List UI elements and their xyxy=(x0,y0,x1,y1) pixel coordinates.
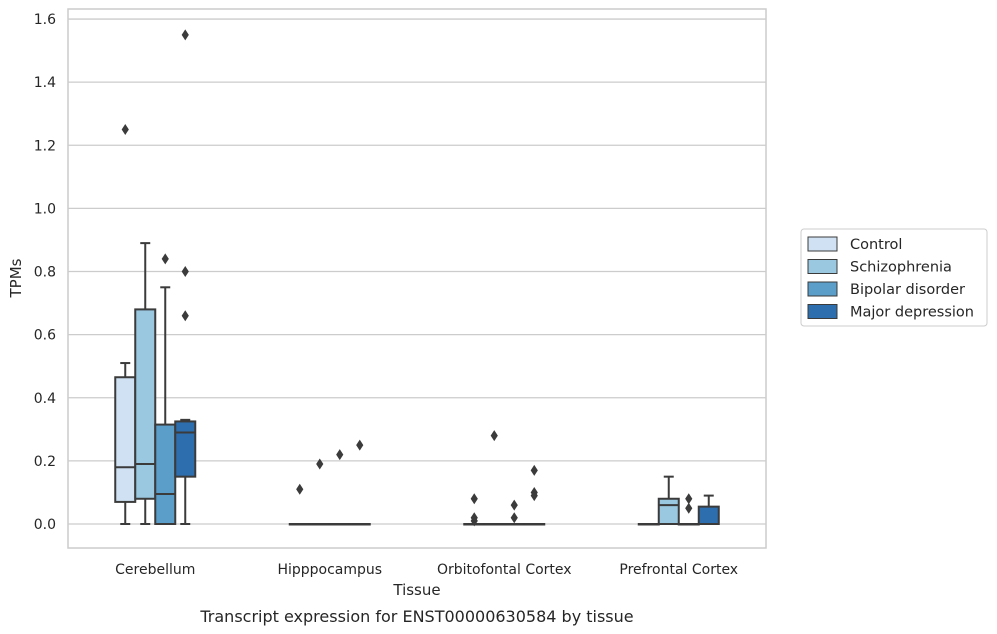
y-ticks: 0.0 0.2 0.4 0.6 0.8 1.0 1.2 1.4 1.6 xyxy=(34,12,56,533)
box-body xyxy=(134,308,157,500)
x-tick-label: Cerebellum xyxy=(115,562,195,578)
box-body xyxy=(114,376,137,503)
outlier-point xyxy=(181,266,189,278)
legend-swatch xyxy=(807,304,838,319)
outlier-point xyxy=(181,29,189,41)
outlier-point xyxy=(161,253,169,265)
legend-label: Schizophrenia xyxy=(850,260,952,276)
x-axis-label: Tissue xyxy=(392,581,440,599)
outlier-point xyxy=(685,493,693,505)
box-body xyxy=(174,420,197,478)
outlier-point xyxy=(530,464,538,476)
box-body xyxy=(657,497,680,526)
box-1-3 xyxy=(657,475,680,526)
x-tick-label: Prefrontal Cortex xyxy=(619,562,738,578)
outlier-point xyxy=(316,458,324,470)
legend-swatch xyxy=(807,236,838,252)
y-tick-label: 1.4 xyxy=(34,75,56,91)
box-3-1 xyxy=(348,439,371,526)
boxes-layer xyxy=(114,29,720,527)
legend-items: Control Schizophrenia Bipolar disorder Majo… xyxy=(807,236,974,321)
y-tick-label: 0.8 xyxy=(34,265,56,281)
box-3-3 xyxy=(697,494,720,525)
outlier-point xyxy=(121,124,129,135)
box-body xyxy=(154,423,177,525)
y-tick-label: 0.6 xyxy=(34,328,56,344)
y-axis-label: TPMs xyxy=(7,258,25,298)
outlier-point xyxy=(296,483,304,495)
legend-frame xyxy=(800,228,988,327)
outlier-point xyxy=(510,512,518,524)
outlier-point xyxy=(490,430,498,442)
y-tick-label: 1.0 xyxy=(34,201,56,217)
outlier-point xyxy=(470,515,478,527)
outlier-point xyxy=(530,490,538,502)
box-0-3 xyxy=(637,523,660,526)
outlier-point xyxy=(510,499,518,511)
box-2-2 xyxy=(503,499,526,526)
legend-swatch xyxy=(807,281,838,297)
y-tick-label: 1.2 xyxy=(34,138,56,154)
chart-caption: Transcript expression for ENST0000063058… xyxy=(199,607,633,626)
legend-label: Major depression xyxy=(850,305,974,321)
box-3-2 xyxy=(523,464,546,526)
legend: Control Schizophrenia Bipolar disorder Majo… xyxy=(800,228,988,327)
legend-label: Control xyxy=(850,237,902,253)
outlier-point xyxy=(470,493,478,505)
plot-frame xyxy=(67,8,767,549)
y-tick-label: 0.4 xyxy=(34,391,56,407)
outlier-point xyxy=(336,449,344,461)
x-tick-label: Orbitofontal Cortex xyxy=(437,562,572,578)
y-tick-label: 1.6 xyxy=(34,12,56,28)
box-1-0 xyxy=(134,242,157,525)
box-0-2 xyxy=(463,493,486,527)
x-ticks: Cerebellum Hipppocampus Orbitofontal Corte… xyxy=(115,562,738,578)
y-tick-label: 0.0 xyxy=(34,517,56,533)
outlier-point xyxy=(685,502,693,514)
box-body xyxy=(697,505,720,525)
legend-swatch xyxy=(807,259,838,274)
box-3-0 xyxy=(174,29,197,525)
outlier-point xyxy=(181,310,189,322)
outlier-point xyxy=(356,439,364,451)
legend-label: Bipolar disorder xyxy=(850,282,965,298)
box-2-3 xyxy=(677,493,700,526)
x-tick-label: Hipppocampus xyxy=(277,562,382,578)
y-tick-label: 0.2 xyxy=(34,454,56,470)
